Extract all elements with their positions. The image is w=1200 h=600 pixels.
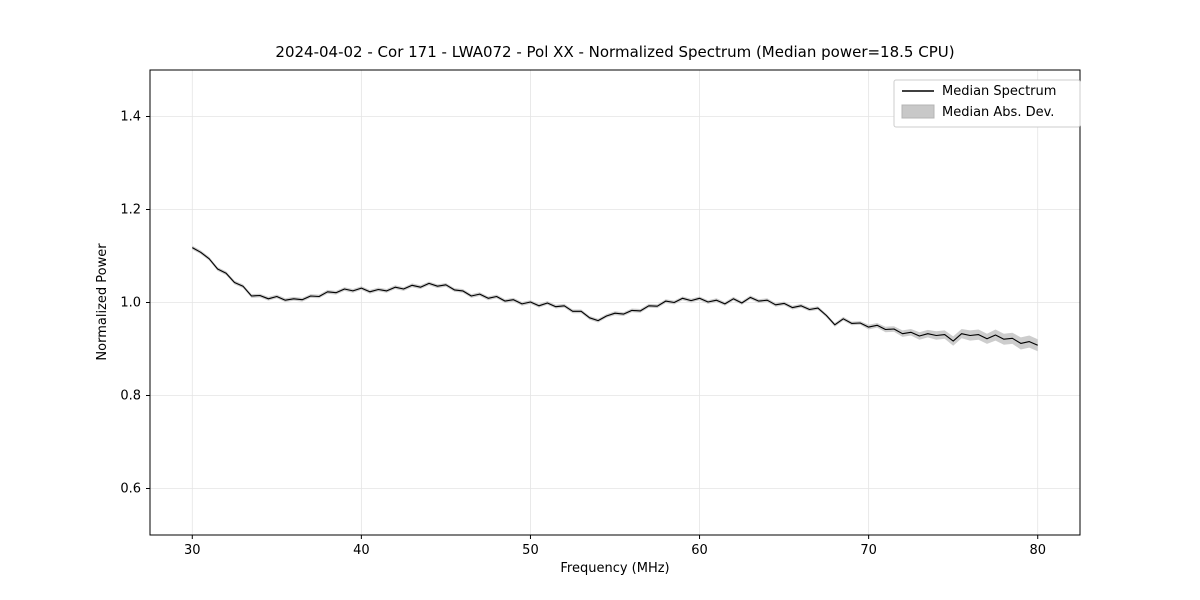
x-tick-label: 70 <box>860 543 877 558</box>
y-tick-label: 0.6 <box>120 482 141 497</box>
mad-band <box>192 245 1038 352</box>
y-tick-label: 1.0 <box>120 296 141 311</box>
legend-patch-sample <box>901 104 935 119</box>
x-tick-label: 60 <box>691 543 708 558</box>
median-spectrum-line <box>192 247 1038 346</box>
plot-area: 30 40 50 60 70 80 0.6 0.8 1.0 1.2 1.4 <box>120 69 1081 558</box>
x-tick-label: 40 <box>353 543 370 558</box>
legend: Median Spectrum Median Abs. Dev. <box>893 79 1081 128</box>
y-tick-label: 1.2 <box>120 203 141 218</box>
y-tick-label: 1.4 <box>120 110 141 125</box>
x-axis-label: Frequency (MHz) <box>560 561 669 576</box>
y-axis-label: Normalized Power <box>95 243 110 361</box>
legend-box <box>893 79 1081 128</box>
chart-title: 2024-04-02 - Cor 171 - LWA072 - Pol XX -… <box>275 43 954 61</box>
y-tick-label: 0.8 <box>120 389 141 404</box>
x-tick-label: 80 <box>1029 543 1046 558</box>
legend-label-median-spectrum: Median Spectrum <box>942 84 1056 99</box>
x-tick-label: 50 <box>522 543 539 558</box>
x-tick-label: 30 <box>184 543 201 558</box>
legend-label-mad: Median Abs. Dev. <box>942 105 1054 120</box>
